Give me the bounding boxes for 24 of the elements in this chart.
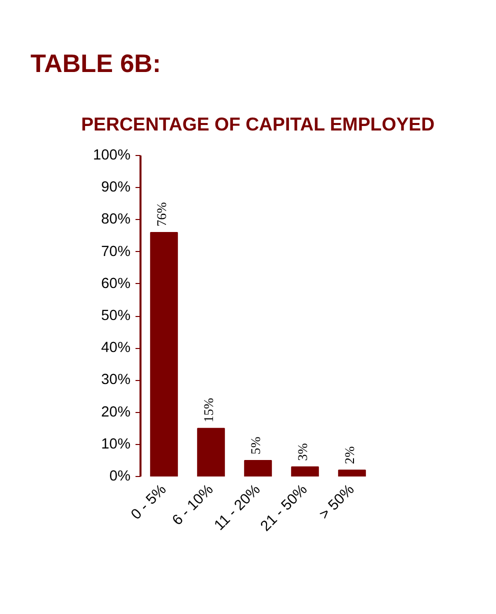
bar: [291, 466, 319, 476]
y-tick-label: 10%: [101, 436, 131, 452]
data-label: 5%: [248, 436, 263, 454]
chart-title: TABLE 6B:: [30, 50, 161, 78]
y-tick-label: 20%: [101, 404, 131, 420]
data-label: 3%: [295, 443, 310, 461]
y-tick-label: 70%: [101, 244, 131, 260]
y-tick-label: 100%: [93, 148, 131, 164]
y-tick-label: 0%: [109, 468, 131, 484]
bar: [244, 460, 272, 476]
chart-subtitle: PERCENTAGE OF CAPITAL EMPLOYED: [81, 114, 435, 134]
bar: [150, 232, 178, 476]
bar: [197, 428, 225, 476]
y-tick-label: 60%: [101, 276, 131, 292]
x-tick-label: 0 - 5%: [128, 482, 170, 524]
y-tick-label: 80%: [101, 212, 131, 228]
data-label: 76%: [154, 202, 169, 227]
bar: [338, 470, 366, 476]
y-tick-label: 90%: [101, 180, 131, 196]
y-tick-label: 40%: [101, 340, 131, 356]
y-tick-label: 30%: [101, 372, 131, 388]
y-tick-label: 50%: [101, 308, 131, 324]
data-label: 2%: [342, 446, 357, 464]
data-label: 15%: [201, 398, 216, 422]
